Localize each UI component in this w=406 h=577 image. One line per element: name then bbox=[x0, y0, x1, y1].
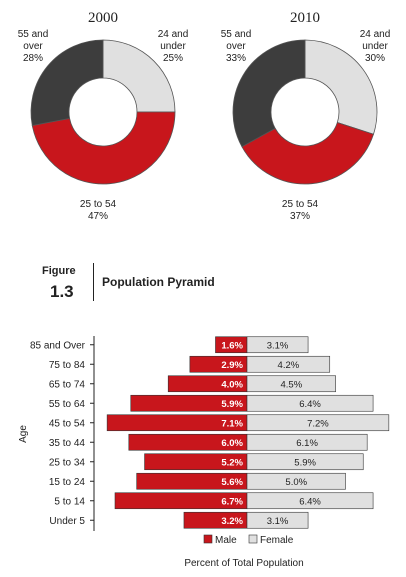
donut-slice-2000-0 bbox=[102, 39, 176, 113]
donut-slice-2000-2 bbox=[30, 39, 104, 126]
male-value-6: 5.2% bbox=[221, 457, 243, 468]
female-bar-5 bbox=[246, 433, 368, 451]
female-bar-4 bbox=[246, 414, 390, 432]
legend-label-male: Male bbox=[215, 535, 237, 546]
x-axis-title: Percent of Total Population bbox=[184, 558, 303, 569]
donut-chart-2000: 2000 24 and under 25% 25 to 54 47% 55 and over 2… bbox=[18, 10, 189, 222]
donut-title-2000: 2000 bbox=[88, 10, 118, 26]
y-axis-title: Age bbox=[18, 425, 29, 443]
female-bar-7 bbox=[246, 472, 346, 490]
population-pyramid: 85 and Over 1.6% 3.1% 75 to 84 2.9% 4.2% 65 to… bbox=[18, 336, 390, 569]
female-value-3: 6.4% bbox=[299, 399, 321, 410]
female-value-5: 6.1% bbox=[296, 438, 318, 449]
age-label-6: 25 to 34 bbox=[49, 457, 86, 468]
donut-label-2010-1: 25 to 54 37% bbox=[282, 199, 319, 222]
legend-swatch-male bbox=[203, 534, 213, 544]
donut-label-2010-2: 55 and over 33% bbox=[221, 29, 252, 64]
female-bar-8 bbox=[246, 492, 374, 510]
legend-label-female: Female bbox=[260, 535, 294, 546]
age-label-5: 35 to 44 bbox=[49, 438, 86, 449]
female-bar-3 bbox=[246, 394, 374, 412]
legend-swatch-female bbox=[248, 534, 258, 544]
male-value-8: 6.7% bbox=[221, 496, 243, 507]
age-label-8: 5 to 14 bbox=[54, 496, 85, 507]
age-label-2: 65 to 74 bbox=[49, 379, 86, 390]
male-value-7: 5.6% bbox=[221, 477, 243, 488]
figure-divider bbox=[93, 263, 94, 301]
age-label-0: 85 and Over bbox=[30, 340, 86, 351]
female-value-8: 6.4% bbox=[299, 496, 321, 507]
age-label-1: 75 to 84 bbox=[49, 360, 86, 371]
donut-label-2000-1: 25 to 54 47% bbox=[80, 199, 117, 222]
donut-label-2000-0: 24 and under 25% bbox=[158, 29, 189, 64]
age-label-3: 55 to 64 bbox=[49, 399, 86, 410]
legend: Male Female bbox=[203, 534, 294, 546]
female-bar-1 bbox=[246, 355, 331, 373]
male-value-1: 2.9% bbox=[221, 360, 243, 371]
female-value-6: 5.9% bbox=[294, 457, 316, 468]
female-bar-9 bbox=[246, 511, 309, 529]
male-value-0: 1.6% bbox=[221, 340, 243, 351]
donut-slice-2010-2 bbox=[232, 39, 306, 148]
age-label-9: Under 5 bbox=[49, 516, 85, 527]
figure-label: Figure bbox=[42, 265, 76, 277]
male-value-5: 6.0% bbox=[221, 438, 243, 449]
donut-label-2010-0: 24 and under 30% bbox=[360, 29, 391, 64]
donut-slice-2010-1 bbox=[241, 122, 374, 185]
male-value-4: 7.1% bbox=[221, 418, 243, 429]
donut-slice-2010-0 bbox=[304, 39, 378, 135]
donut-title-2010: 2010 bbox=[290, 10, 320, 26]
female-value-4: 7.2% bbox=[307, 418, 329, 429]
female-value-0: 3.1% bbox=[267, 340, 289, 351]
male-value-3: 5.9% bbox=[221, 399, 243, 410]
donut-label-2000-2: 55 and over 28% bbox=[18, 29, 49, 64]
donut-chart-2010: 2010 24 and under 30% 25 to 54 37% 55 and over 3… bbox=[221, 10, 391, 222]
age-label-7: 15 to 24 bbox=[49, 477, 86, 488]
female-value-7: 5.0% bbox=[285, 477, 307, 488]
female-bar-2 bbox=[246, 375, 336, 393]
female-value-2: 4.5% bbox=[280, 379, 302, 390]
male-value-2: 4.0% bbox=[221, 379, 243, 390]
male-value-9: 3.2% bbox=[221, 516, 243, 527]
figure-title: Population Pyramid bbox=[102, 275, 215, 289]
female-bar-6 bbox=[246, 453, 364, 471]
donut-slice-2000-1 bbox=[31, 111, 176, 185]
female-value-9: 3.1% bbox=[267, 516, 289, 527]
female-bar-0 bbox=[246, 336, 309, 354]
female-value-1: 4.2% bbox=[278, 360, 300, 371]
figure-number: 1.3 bbox=[50, 282, 74, 301]
age-label-4: 45 to 54 bbox=[49, 418, 86, 429]
